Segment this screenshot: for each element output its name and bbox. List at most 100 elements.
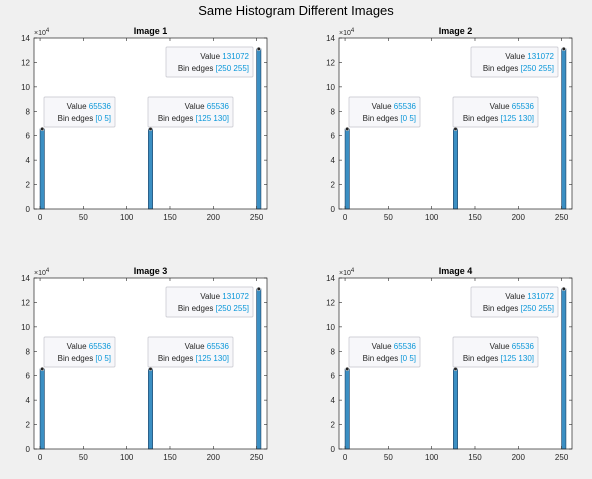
datatip-box xyxy=(43,96,116,128)
datatip-edges-text: Bin edges [0 5] xyxy=(363,114,416,123)
datatip-value-text: Value 65536 xyxy=(490,342,535,351)
y-tick-label: 2 xyxy=(331,421,336,430)
datatip-value-text: Value 131072 xyxy=(505,52,554,61)
y-tick-label: 0 xyxy=(331,445,336,454)
datatip-box xyxy=(165,46,254,78)
histogram-bar-1[interactable] xyxy=(39,128,45,210)
x-tick-label: 50 xyxy=(384,213,393,222)
y-tick-label: 8 xyxy=(26,107,31,116)
datatip-edges-text: Bin edges [250 255] xyxy=(178,64,249,73)
datatip-box xyxy=(348,336,421,368)
y-tick-label: 14 xyxy=(21,34,30,43)
subplot-title: Image 2 xyxy=(439,26,473,36)
subplot-4: Value 65536 Bin edges [0 5] Value 65536 Bin… xyxy=(326,266,573,462)
y-tick-label: 10 xyxy=(21,323,30,332)
datatip-value-text: Value 131072 xyxy=(200,292,249,301)
y-tick-label: 6 xyxy=(331,132,336,141)
x-tick-label: 200 xyxy=(207,213,221,222)
x-tick-label: 200 xyxy=(512,453,526,462)
histogram-bar-1[interactable] xyxy=(344,368,350,450)
datatip-1[interactable]: Value 65536 Bin edges [0 5] xyxy=(345,336,421,372)
datatip-box xyxy=(165,286,254,318)
histogram-bar-3[interactable] xyxy=(561,288,567,450)
x-tick-label: 0 xyxy=(343,453,348,462)
x-tick-label: 150 xyxy=(468,213,482,222)
histogram-bar-1[interactable] xyxy=(344,128,350,210)
datatip-value-text: Value 65536 xyxy=(185,102,230,111)
histogram-bar-2[interactable] xyxy=(148,368,153,450)
y-tick-label: 6 xyxy=(26,372,31,381)
x-tick-label: 250 xyxy=(555,213,569,222)
y-tick-label: 12 xyxy=(21,58,30,67)
x-tick-label: 150 xyxy=(468,453,482,462)
histogram-bar-2[interactable] xyxy=(453,368,458,450)
datatip-2[interactable]: Value 65536 Bin edges [125 130] xyxy=(147,336,234,372)
x-tick-label: 250 xyxy=(250,213,264,222)
subplot-title: Image 3 xyxy=(134,266,168,276)
x-tick-label: 100 xyxy=(120,213,134,222)
subplot-3: Value 65536 Bin edges [0 5] Value 65536 Bin… xyxy=(21,266,268,462)
datatip-1[interactable]: Value 65536 Bin edges [0 5] xyxy=(345,96,421,132)
x-tick-label: 150 xyxy=(163,453,177,462)
datatip-marker xyxy=(453,366,458,372)
y-tick-label: 4 xyxy=(26,396,31,405)
y-tick-label: 10 xyxy=(326,323,335,332)
histogram-bar-3[interactable] xyxy=(256,288,262,450)
datatip-value-text: Value 65536 xyxy=(67,102,112,111)
y-tick-label: 12 xyxy=(21,298,30,307)
figure-title: Same Histogram Different Images xyxy=(198,3,394,18)
datatip-value-text: Value 65536 xyxy=(372,102,417,111)
datatip-2[interactable]: Value 65536 Bin edges [125 130] xyxy=(147,96,234,132)
datatip-3[interactable]: Value 131072 Bin edges [250 255] xyxy=(165,46,261,78)
x-tick-label: 50 xyxy=(79,213,88,222)
datatip-edges-text: Bin edges [250 255] xyxy=(483,304,554,313)
datatip-value-text: Value 65536 xyxy=(490,102,535,111)
y-tick-label: 8 xyxy=(331,347,336,356)
datatip-marker xyxy=(345,126,350,132)
subplot-1: Value 65536 Bin edges [0 5] Value 65536 Bin… xyxy=(21,26,268,222)
datatip-3[interactable]: Value 131072 Bin edges [250 255] xyxy=(470,286,566,318)
y-exponent-label: ×104 xyxy=(34,268,50,277)
y-tick-label: 6 xyxy=(331,372,336,381)
datatip-marker xyxy=(40,126,45,132)
histogram-bar-3[interactable] xyxy=(561,48,567,210)
x-tick-label: 50 xyxy=(384,453,393,462)
y-exponent-label: ×104 xyxy=(34,28,50,37)
datatip-edges-text: Bin edges [125 130] xyxy=(158,354,229,363)
x-tick-label: 0 xyxy=(38,453,43,462)
datatip-marker xyxy=(561,286,566,291)
x-tick-label: 150 xyxy=(163,213,177,222)
datatip-3[interactable]: Value 131072 Bin edges [250 255] xyxy=(165,286,261,318)
subplot-title: Image 1 xyxy=(134,26,168,36)
datatip-marker xyxy=(148,366,153,372)
datatip-marker xyxy=(148,126,153,132)
axes-frame xyxy=(33,37,268,210)
y-tick-label: 14 xyxy=(21,274,30,283)
datatip-value-text: Value 65536 xyxy=(372,342,417,351)
datatip-3[interactable]: Value 131072 Bin edges [250 255] xyxy=(470,46,566,78)
datatip-box xyxy=(43,336,116,368)
y-tick-label: 6 xyxy=(26,132,31,141)
datatip-2[interactable]: Value 65536 Bin edges [125 130] xyxy=(452,96,539,132)
histogram-bar-2[interactable] xyxy=(148,128,153,210)
datatip-box xyxy=(348,96,421,128)
datatip-1[interactable]: Value 65536 Bin edges [0 5] xyxy=(40,336,116,372)
histogram-bar-3[interactable] xyxy=(256,48,262,210)
datatip-1[interactable]: Value 65536 Bin edges [0 5] xyxy=(40,96,116,132)
datatip-2[interactable]: Value 65536 Bin edges [125 130] xyxy=(452,336,539,372)
y-tick-label: 4 xyxy=(331,396,336,405)
histogram-bar-1[interactable] xyxy=(39,368,45,450)
datatip-edges-text: Bin edges [0 5] xyxy=(58,114,111,123)
datatip-value-text: Value 65536 xyxy=(185,342,230,351)
x-tick-label: 250 xyxy=(250,453,264,462)
datatip-box xyxy=(470,46,559,78)
datatip-edges-text: Bin edges [125 130] xyxy=(463,114,534,123)
datatip-box xyxy=(452,96,539,128)
x-tick-label: 100 xyxy=(120,453,134,462)
x-tick-label: 200 xyxy=(512,213,526,222)
y-tick-label: 14 xyxy=(326,34,335,43)
datatip-box xyxy=(470,286,559,318)
y-tick-label: 2 xyxy=(26,181,31,190)
histogram-bar-2[interactable] xyxy=(453,128,458,210)
y-tick-label: 14 xyxy=(326,274,335,283)
